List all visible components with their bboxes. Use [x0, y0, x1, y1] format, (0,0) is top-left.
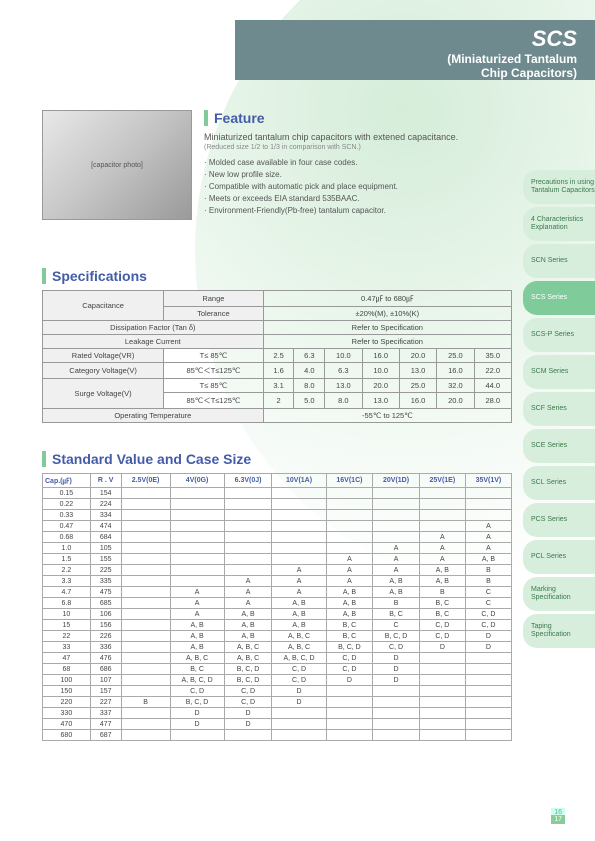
- spec-heading: Specifications: [42, 268, 512, 284]
- case-table: Cap.(㎌)R . V2.5V(0E)4V(0G)6.3V(0J)10V(1A…: [42, 473, 512, 741]
- feature-sub: (Reduced size 1/2 to 1/3 in comparison w…: [204, 144, 512, 151]
- side-tab[interactable]: MarkingSpecification: [523, 577, 595, 611]
- spec-table: CapacitanceRange0.47㎌ to 680㎌Tolerance±2…: [42, 290, 512, 423]
- side-tab[interactable]: SCN Series: [523, 244, 595, 278]
- side-tab[interactable]: SCF Series: [523, 392, 595, 426]
- side-tab[interactable]: Precautions in usingTantalum Capacitors: [523, 170, 595, 204]
- feature-item: New low profile size.: [204, 169, 512, 181]
- side-tab[interactable]: PCL Series: [523, 540, 595, 574]
- side-tab[interactable]: TapingSpecification: [523, 614, 595, 648]
- feature-item: Meets or exceeds EIA standard 535BAAC.: [204, 193, 512, 205]
- feature-item: Molded case available in four case codes…: [204, 157, 512, 169]
- side-tab[interactable]: SCS-P Series: [523, 318, 595, 352]
- side-tabs: Precautions in usingTantalum Capacitors4…: [523, 170, 595, 648]
- feature-intro: Miniaturized tantalum chip capacitors wi…: [204, 132, 512, 142]
- side-tab[interactable]: SCM Series: [523, 355, 595, 389]
- side-tab[interactable]: SCL Series: [523, 466, 595, 500]
- side-tab[interactable]: PCS Series: [523, 503, 595, 537]
- header-title: SCS: [235, 26, 577, 52]
- feature-list: Molded case available in four case codes…: [204, 157, 512, 217]
- header-sub: (Miniaturized TantalumChip Capacitors): [235, 52, 577, 80]
- header-banner: SCS (Miniaturized TantalumChip Capacitor…: [235, 20, 595, 80]
- side-tab[interactable]: SCS Series: [523, 281, 595, 315]
- page-number: 1617: [551, 809, 565, 823]
- case-heading: Standard Value and Case Size: [42, 451, 512, 467]
- side-tab[interactable]: 4 CharacteristicsExplanation: [523, 207, 595, 241]
- feature-item: Environment-Friendly(Pb-free) tantalum c…: [204, 205, 512, 217]
- feature-heading: Feature: [204, 110, 512, 126]
- side-tab[interactable]: SCE Series: [523, 429, 595, 463]
- product-image: [capacitor photo]: [42, 110, 192, 220]
- feature-item: Compatible with automatic pick and place…: [204, 181, 512, 193]
